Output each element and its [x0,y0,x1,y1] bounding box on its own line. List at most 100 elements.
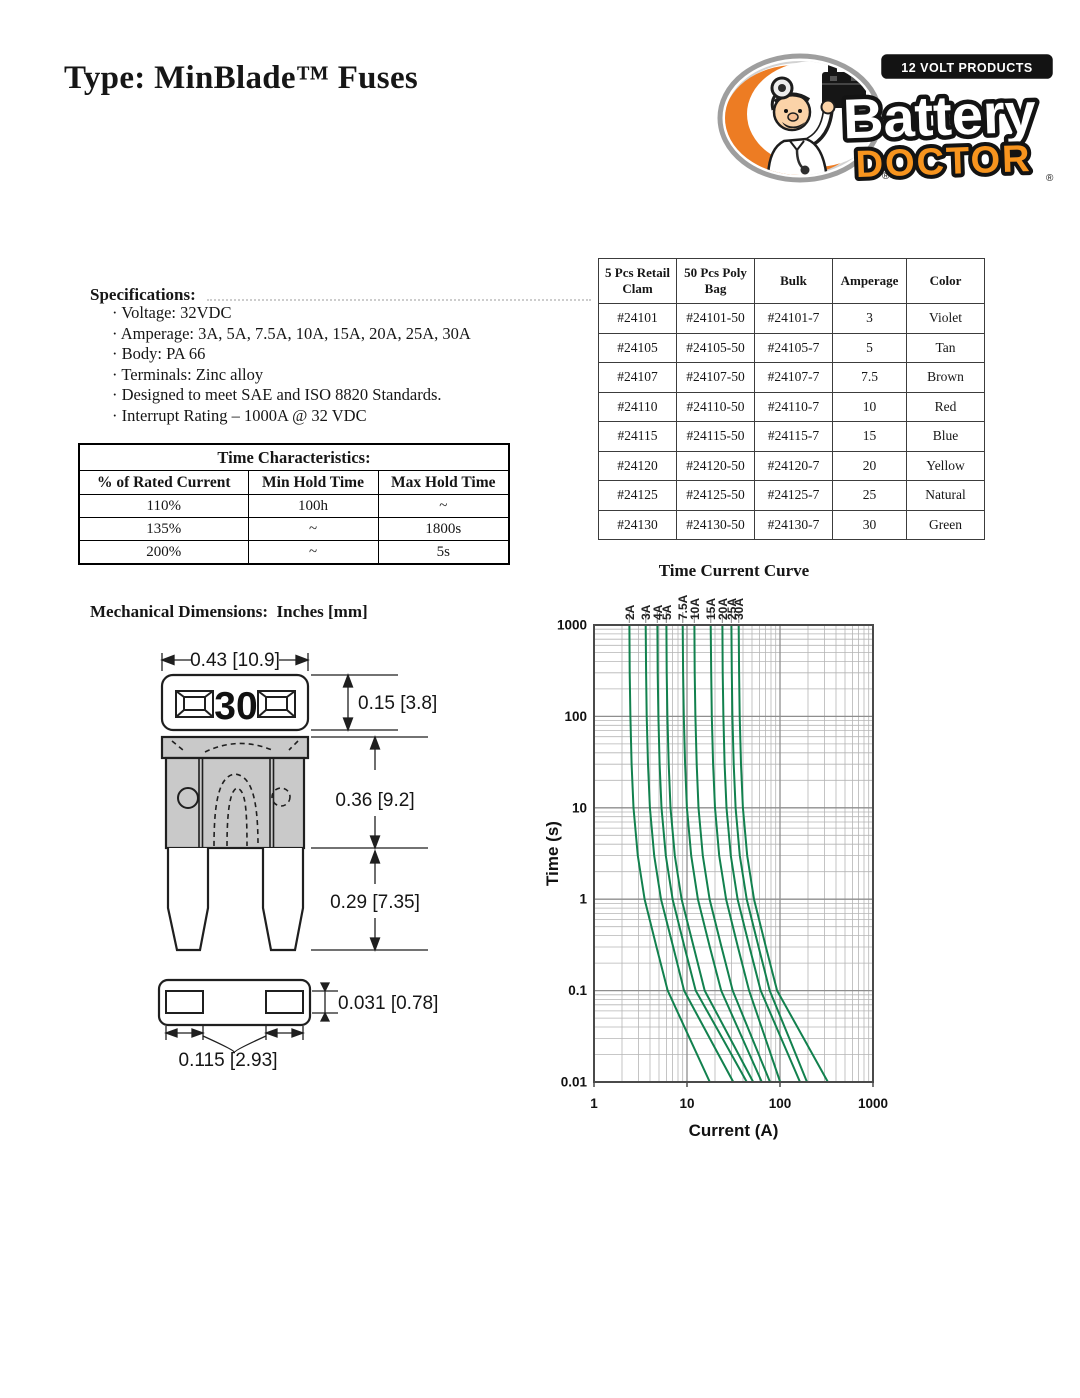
curve-3A [644,624,735,1083]
table-cell: #24110 [598,391,677,422]
table-row: #24125 #24125-50 #24125-7 25 Natural [598,480,985,511]
table-row: 110% 100h ~ [78,494,510,518]
table-cell: #24120 [598,450,677,481]
table-cell: 200% [78,540,249,565]
registered-mark: ® [1046,173,1054,183]
x-tick-label: 1 [590,1096,598,1111]
dotted-divider [207,299,591,301]
table-cell: #24105-50 [676,332,755,363]
time-table-body: 110% 100h ~135% ~1800s 200% ~5s [78,494,510,565]
table-cell: #24120-50 [676,450,755,481]
parts-table-header-row: 5 Pcs Retail Clam 50 Pcs Poly Bag Bulk Ampe… [598,258,985,304]
fuse-cap [160,735,310,760]
table-cell: #24125 [598,480,677,511]
table-cell: Blue [906,421,985,452]
fuse-blade-left [166,848,210,952]
y-axis-title: Time (s) [543,821,562,886]
y-tick-label: 1000 [557,618,587,633]
curve-label: 5A [660,604,674,620]
y-tick-label: 10 [572,800,587,815]
table-cell: 30 [832,509,907,540]
table-cell: ~ [377,494,510,518]
column-header: Max Hold Time [377,470,510,495]
dim-body-height: 0.36 [9.2] [335,790,414,811]
curve-4A [656,624,748,1083]
page-title: Type: MinBlade™ Fuses [64,60,419,96]
table-row: #24130 #24130-50 #24130-7 30 Green [598,509,985,540]
column-header: Amperage [832,258,907,304]
dim-width-top: 0.43 [10.9] [190,650,280,671]
table-cell: #24125-50 [676,480,755,511]
table-row: #24105 #24105-50 #24105-7 5 Tan [598,332,985,363]
dim-height-top: 0.15 [3.8] [358,693,437,714]
table-cell: Natural [906,480,985,511]
mechanical-heading: Mechanical Dimensions: Inches [mm] [90,602,368,621]
table-cell: #24101-50 [676,303,755,334]
y-tick-label: 1 [579,892,587,907]
table-row: #24110 #24110-50 #24110-7 10 Red [598,391,985,422]
curve-15A [709,624,782,1083]
y-tick-label: 0.01 [561,1075,588,1090]
curve-label: 10A [688,598,702,620]
table-cell: 5 [832,332,907,363]
logo-brand-top: Battery [842,81,1037,151]
x-tick-label: 10 [679,1096,694,1111]
table-cell: #24107-7 [754,362,833,393]
table-cell: #24110-50 [676,391,755,422]
dim-slot-width: 0.115 [2.93] [179,1050,278,1071]
table-cell: #24107 [598,362,677,393]
curve-5A [665,624,755,1083]
time-characteristics-table: Time Characteristics: % of Rated Current… [78,443,511,565]
fuse-blade-right [261,848,305,952]
table-row: #24101 #24101-50 #24101-7 3 Violet [598,303,985,334]
parts-table-body: #24101 #24101-50 #24101-7 3 Violet #24105 #241… [598,303,985,540]
time-table-title: Time Characteristics: [78,443,510,471]
spec-item: Body: PA 66 [112,344,471,365]
table-cell: #24107-50 [676,362,755,393]
x-axis-title: Current (A) [689,1121,779,1140]
table-cell: Green [906,509,985,540]
curve-25A [730,624,808,1083]
table-cell: #24130-50 [676,509,755,540]
table-cell: #24115-50 [676,421,755,452]
curve-label: 4A [651,604,665,620]
table-row: 135% ~1800s [78,517,510,541]
specifications-heading: Specifications: [90,285,196,304]
dim-blade-length: 0.29 [7.35] [330,892,420,913]
table-cell: 5s [377,540,510,565]
table-cell: Violet [906,303,985,334]
fuse-bottom-view [157,978,312,1027]
table-cell: Brown [906,362,985,393]
spec-item: Designed to meet SAE and ISO 8820 Standa… [112,385,471,406]
table-cell: #24101-7 [754,303,833,334]
table-cell: #24105 [598,332,677,363]
spec-item: Interrupt Rating – 1000A @ 32 VDC [112,406,471,427]
curve-label: 20A [716,598,730,620]
spec-list: Voltage: 32VDCAmperage: 3A, 5A, 7.5A, 10… [112,303,471,426]
table-cell: #24130 [598,509,677,540]
curve-label: 30A [732,598,746,620]
y-tick-label: 0.1 [568,983,587,998]
table-cell: #24130-7 [754,509,833,540]
column-header: % of Rated Current [78,470,249,495]
column-header: 50 Pcs Poly Bag [676,258,755,304]
curve-10A [693,624,771,1083]
battery-doctor-logo: 12 VOLT PRODUCTS [717,51,1056,183]
curve-label: 2A [623,604,637,620]
table-cell: #24120-7 [754,450,833,481]
x-tick-label: 1000 [858,1096,888,1111]
x-tick-label: 100 [769,1096,792,1111]
table-cell: ~ [247,540,379,565]
table-cell: #24101 [598,303,677,334]
parts-table: 5 Pcs Retail Clam 50 Pcs Poly Bag Bulk Ampe… [598,258,985,540]
table-cell: #24125-7 [754,480,833,511]
time-table-header-row: % of Rated Current Min Hold Time Max Hold … [78,470,510,495]
column-header: Min Hold Time [247,470,379,495]
table-row: 200% ~5s [78,540,510,565]
table-cell: #24115 [598,421,677,452]
registered-mark: ® [882,171,890,182]
table-cell: 20 [832,450,907,481]
spec-item: Voltage: 32VDC [112,303,471,324]
